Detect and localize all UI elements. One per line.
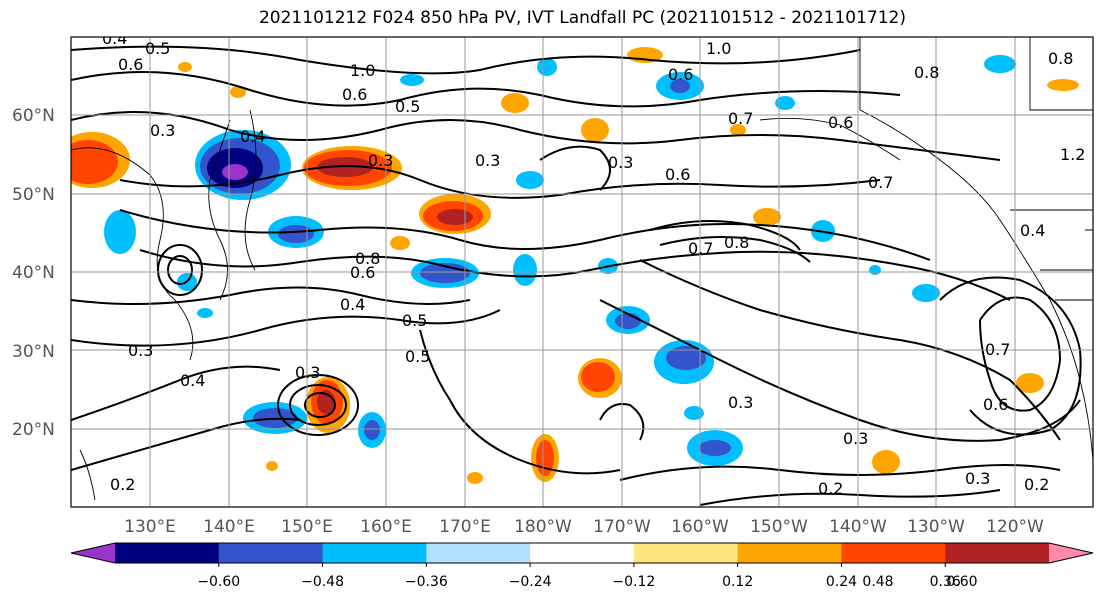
lon-label: 180°W: [514, 517, 572, 537]
contour-label: 0.7: [688, 239, 713, 258]
contour-label: 0.3: [843, 429, 868, 448]
contour-label: 0.6: [350, 263, 375, 282]
map-title: 2021101212 F024 850 hPa PV, IVT Landfall…: [258, 8, 906, 28]
contour-label: 0.8: [724, 233, 749, 252]
colorbar-segment: [841, 543, 946, 563]
contour-label: 0.4: [180, 371, 205, 390]
contour-label: 0.3: [295, 363, 320, 382]
lat-label: 30°N: [12, 342, 55, 362]
contour-label: 0.5: [405, 347, 430, 366]
contour-label: 0.5: [402, 311, 427, 330]
contour-label: 0.4: [340, 295, 365, 314]
colorbar-segment: [218, 543, 324, 563]
lat-label: 20°N: [12, 420, 55, 440]
colorbar-segment: [322, 543, 427, 563]
colorbar-outline: [70, 542, 1094, 564]
contour-label: 0.8: [914, 63, 939, 82]
contour-label: 0.4: [1020, 221, 1045, 240]
colorbar-tick-label: 0.48: [862, 574, 893, 590]
contour-label: 0.4: [102, 29, 127, 48]
contour-label: 0.3: [608, 153, 633, 172]
colorbar-segment: [115, 543, 220, 563]
contour-label: 1.2: [1060, 145, 1085, 164]
colorbar: [70, 542, 1094, 567]
contour-label: 0.7: [868, 173, 893, 192]
contour-label: 0.4: [240, 127, 265, 146]
lon-label: 170°W: [593, 517, 651, 537]
lon-label: 140°E: [203, 517, 255, 537]
colorbar-tick-label: −0.36: [405, 574, 448, 590]
lon-label: 140°W: [829, 517, 887, 537]
colorbar-tick-label: −0.60: [197, 574, 240, 590]
lon-label: 150°W: [750, 517, 808, 537]
lat-label: 60°N: [12, 106, 55, 126]
colorbar-tick-label: 0.36: [930, 574, 961, 590]
lat-label: 50°N: [12, 185, 55, 205]
contour-label: 0.6: [983, 395, 1008, 414]
contour-label: 1.0: [350, 61, 375, 80]
lon-label: 130°E: [124, 517, 176, 537]
contour-label: 0.6: [665, 165, 690, 184]
contour-label: 0.3: [965, 469, 990, 488]
lon-label: 160°W: [671, 517, 729, 537]
contour-label: 0.8: [1048, 49, 1073, 68]
gridlines: [71, 37, 1093, 507]
colorbar-min-extend: [71, 543, 115, 563]
lon-label: 120°W: [986, 517, 1044, 537]
colorbar-tick-label: −0.24: [509, 574, 552, 590]
lon-label: 170°E: [439, 517, 491, 537]
contour-label: 0.2: [818, 479, 843, 498]
contour-label: 0.7: [728, 109, 753, 128]
lon-label: 130°W: [907, 517, 965, 537]
coastlines: [71, 37, 1093, 501]
colorbar-tick-labels: −0.60 −0.48 −0.36 −0.24 −0.12 0.12 0.24 …: [197, 574, 977, 590]
contour-label: 0.6: [668, 65, 693, 84]
contour-label: 0.6: [118, 55, 143, 74]
colorbar-tick-label: −0.12: [612, 574, 655, 590]
longitude-labels: 130°E 140°E 150°E 160°E 170°E 180°W 170°…: [124, 517, 1044, 537]
map-frame: [70, 36, 1094, 508]
colorbar-segment: [737, 543, 842, 563]
colorbar-tick-label: −0.48: [301, 574, 344, 590]
lon-label: 150°E: [281, 517, 333, 537]
contour-label: 0.3: [128, 341, 153, 360]
contour-label: 0.8: [355, 249, 380, 268]
contour-label: 0.3: [475, 151, 500, 170]
contour-label: 0.2: [1024, 475, 1049, 494]
colorbar-segment: [945, 543, 1050, 563]
colorbar-tick-label: 0.24: [826, 574, 857, 590]
colorbar-segment: [633, 543, 739, 563]
colorbar-tick-label: 0.60: [946, 574, 977, 590]
contour-label: 0.5: [395, 97, 420, 116]
colorbar-segment: [530, 543, 635, 563]
contour-label: 0.5: [145, 39, 170, 58]
contour-label: 0.3: [150, 121, 175, 140]
contour-label: 1.0: [706, 39, 731, 58]
contour-label: 0.6: [342, 85, 367, 104]
lat-label: 40°N: [12, 263, 55, 283]
contour-label: 0.3: [368, 151, 393, 170]
lon-label: 160°E: [360, 517, 412, 537]
contour-label: 0.2: [110, 475, 135, 494]
colorbar-max-extend: [1049, 543, 1093, 563]
colorbar-segment: [426, 543, 531, 563]
colorbar-tick-label: 0.12: [722, 574, 753, 590]
contour-label: 0.6: [828, 113, 853, 132]
contour-label: 0.7: [985, 340, 1010, 359]
contour-label: 0.3: [728, 393, 753, 412]
contour-lines: [71, 45, 1082, 506]
contour-label-group: 0.4 0.5 0.6 1.0 0.6 0.5 0.3 0.4 0.3 0.8 …: [102, 29, 1085, 498]
latitude-labels: 60°N 50°N 40°N 30°N 20°N: [12, 106, 55, 440]
